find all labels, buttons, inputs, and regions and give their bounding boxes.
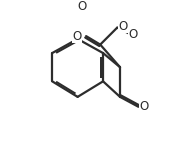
- Text: O: O: [77, 0, 86, 14]
- Text: O: O: [119, 20, 128, 33]
- Text: O: O: [140, 100, 149, 113]
- Text: O: O: [128, 28, 138, 41]
- Text: O: O: [73, 30, 82, 43]
- Text: O: O: [140, 100, 149, 113]
